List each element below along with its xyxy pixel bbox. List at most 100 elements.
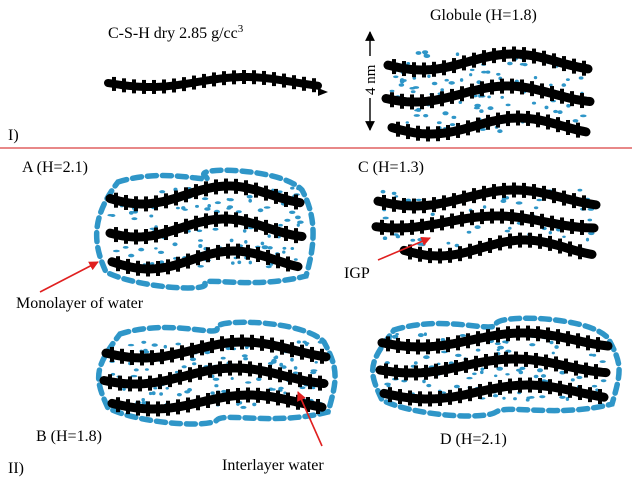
sheet-tick (446, 124, 450, 140)
water-dot (466, 376, 473, 380)
sheet-tick (318, 375, 322, 391)
sheet-tick (436, 338, 440, 354)
water-dot (212, 227, 219, 231)
water-dot (557, 110, 563, 114)
sheet-tick (174, 221, 178, 237)
globule-label: Globule (H=1.8) (430, 7, 537, 24)
sheet-tick (276, 253, 280, 269)
water-dot (566, 104, 571, 108)
sheet-tick (284, 191, 288, 207)
sheet-tick (234, 212, 238, 228)
sheet-tick (264, 185, 268, 201)
sheet-tick (516, 110, 520, 126)
water-dot (516, 368, 522, 372)
water-dot (389, 89, 395, 93)
sheet-tick (554, 356, 558, 372)
sheet-tick (230, 334, 234, 350)
sheet-tick (124, 228, 128, 244)
dry-csh-sheet (104, 70, 328, 96)
panel-d-label: D (H=2.1) (440, 431, 507, 448)
sheet-tick (278, 367, 282, 383)
water-dot (585, 237, 590, 242)
water-dot (189, 357, 197, 362)
water-dot (474, 103, 481, 108)
water-dot (451, 115, 457, 119)
water-dot (497, 345, 504, 350)
sheet-tick (538, 233, 542, 249)
sheet-tick (564, 358, 568, 374)
sheet-tick (530, 81, 534, 97)
water-dot (479, 109, 484, 113)
sheet-tick (140, 350, 144, 366)
water-dot (455, 353, 462, 357)
sheet-tick (222, 71, 226, 86)
water-dot (192, 362, 197, 366)
water-dot (283, 391, 287, 395)
sheet-tick (108, 374, 112, 390)
sheet-tick (520, 210, 524, 226)
water-dot (406, 62, 411, 65)
sheet-tick (442, 195, 446, 211)
water-dot (565, 397, 570, 401)
sheet-tick (192, 75, 196, 90)
water-dot (536, 198, 543, 202)
sheet-tick (562, 56, 566, 72)
sheet-tick (502, 46, 506, 62)
water-dot (231, 261, 235, 265)
sheet-tick (308, 374, 312, 390)
sheet-tick (252, 70, 256, 85)
water-dot (175, 206, 180, 210)
sheet-tick (400, 220, 404, 236)
sheet-tick (132, 79, 136, 94)
sheet-tick (560, 88, 564, 104)
sheet-tick (248, 361, 252, 377)
sheet-tick (532, 184, 536, 200)
water-dot (149, 214, 154, 218)
water-dot (380, 189, 386, 194)
water-dot (113, 249, 120, 253)
water-dot (210, 391, 215, 395)
water-dot (198, 244, 203, 248)
sheet-tick (494, 352, 498, 368)
sheet-tick (462, 190, 466, 206)
sheet-tick (162, 79, 166, 94)
sheet-tick (522, 47, 526, 63)
sheet-tick (116, 397, 120, 413)
sheet-tick (152, 79, 156, 94)
water-dot (181, 365, 187, 369)
sheet-tick (440, 91, 444, 107)
sheet-tick (458, 388, 462, 404)
water-dot (386, 384, 391, 388)
water-dot (151, 343, 158, 347)
water-dot (221, 389, 227, 394)
sheet-tick (586, 335, 590, 351)
sheet-tick (300, 344, 304, 360)
sheet-tick (172, 78, 176, 93)
sheet-tick (178, 369, 182, 385)
sheet-tick (216, 244, 220, 260)
water-dot (440, 88, 445, 92)
water-dot (289, 210, 296, 214)
sheet-tick (180, 345, 184, 361)
water-dot (531, 101, 537, 105)
water-dot (413, 361, 418, 365)
sheet-tick (234, 178, 238, 194)
water-dot (122, 387, 126, 391)
water-dot (548, 231, 552, 235)
water-dot (440, 338, 446, 342)
water-dot (214, 201, 221, 205)
water-dot (290, 357, 294, 362)
sheet-tick (588, 387, 592, 403)
water-dot (422, 50, 429, 55)
water-dot (588, 353, 594, 357)
sheet-tick (462, 55, 466, 71)
water-dot (431, 81, 438, 86)
water-dot (549, 340, 554, 345)
sheet-tick (520, 79, 524, 95)
water-dot (263, 206, 271, 209)
sheet-tick (506, 111, 510, 127)
water-dot (281, 365, 287, 369)
water-dot (474, 225, 481, 230)
sheet-tick (512, 46, 516, 62)
water-dot (138, 247, 145, 252)
